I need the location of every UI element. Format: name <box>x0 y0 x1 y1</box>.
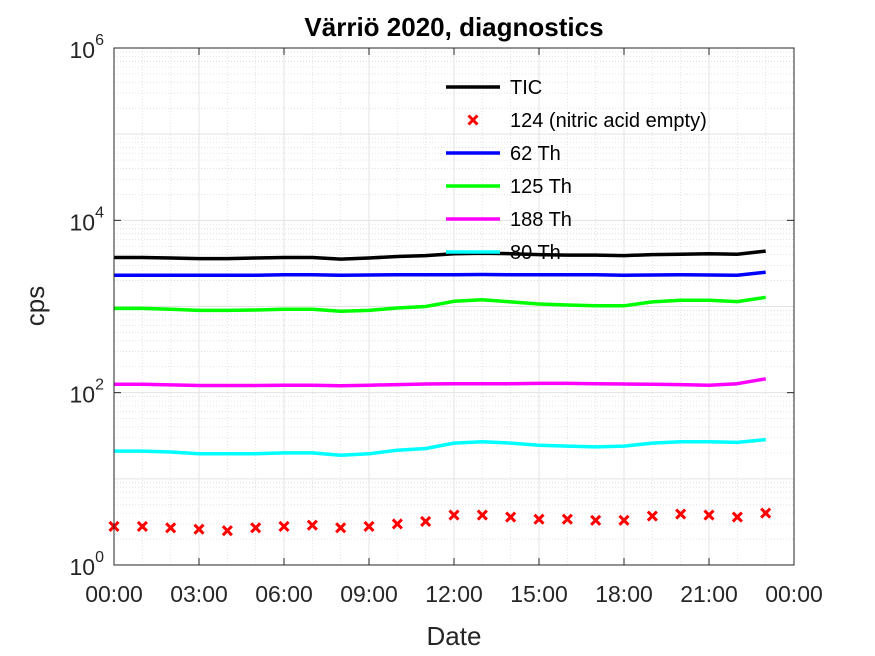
data-point-stroke <box>703 509 715 521</box>
legend-label: 124 (nitric acid empty) <box>510 110 707 132</box>
x-tick-label: 12:00 <box>425 581 483 607</box>
data-point-stroke <box>420 515 432 528</box>
data-point-stroke <box>448 509 460 521</box>
data-point <box>703 509 715 521</box>
data-point-stroke <box>646 510 658 522</box>
data-point-stroke <box>306 519 318 531</box>
series-layer <box>108 249 772 537</box>
data-point-stroke <box>335 522 347 534</box>
data-point-stroke <box>590 514 602 526</box>
x-tick-label: 03:00 <box>170 581 228 607</box>
data-point <box>278 520 290 533</box>
y-tick-label-exponent: 6 <box>95 32 104 49</box>
series-line <box>114 295 766 314</box>
x-tick-label: 18:00 <box>595 581 653 607</box>
y-tick-label-base: 10 <box>70 37 96 63</box>
data-point-stroke <box>136 520 148 533</box>
legend-label: 188 Th <box>510 209 572 231</box>
data-point <box>618 514 630 526</box>
data-point <box>136 520 148 533</box>
y-axis-label: cps <box>20 286 50 326</box>
legend-entry: 80 Th <box>446 242 561 264</box>
data-point <box>646 510 658 522</box>
legend-entry: TIC <box>446 77 542 99</box>
data-point <box>505 511 517 523</box>
legend-label: TIC <box>510 77 542 99</box>
data-point-stroke <box>561 513 573 525</box>
legend: TIC 124 (nitric acid empty) 62 Th 125 Th 188… <box>446 77 707 264</box>
y-tick-label-base: 10 <box>70 554 96 580</box>
data-point-stroke <box>391 518 403 530</box>
data-point-stroke <box>278 520 290 533</box>
data-point <box>760 507 772 519</box>
data-point <box>165 522 177 534</box>
y-tick-label-base: 10 <box>70 382 96 408</box>
y-tick-label-exponent: 4 <box>95 204 104 221</box>
legend-label: 125 Th <box>510 176 572 198</box>
data-point <box>448 509 460 521</box>
data-point <box>306 519 318 531</box>
x-tick-label: 06:00 <box>255 581 313 607</box>
y-tick-label-exponent: 2 <box>95 377 104 394</box>
data-point <box>561 513 573 525</box>
y-tick-label-base: 10 <box>70 209 96 235</box>
y-tick-label-exponent: 0 <box>95 549 104 566</box>
data-point <box>675 508 687 520</box>
legend-label: 62 Th <box>510 143 561 165</box>
legend-entry: 124 (nitric acid empty) <box>467 110 707 132</box>
data-point-stroke <box>221 525 233 537</box>
legend-entry: 125 Th <box>446 176 572 198</box>
chart-title: Värriö 2020, diagnostics <box>304 12 603 42</box>
legend-marker <box>467 114 479 126</box>
data-point <box>335 522 347 534</box>
data-point <box>590 514 602 526</box>
data-point <box>533 513 545 525</box>
data-point-stroke <box>476 509 488 521</box>
data-point-stroke <box>760 507 772 519</box>
x-axis-label: Date <box>427 621 482 651</box>
legend-label: 80 Th <box>510 242 561 264</box>
data-point-stroke <box>618 514 630 526</box>
data-point <box>193 523 205 535</box>
data-point <box>476 509 488 521</box>
series-line <box>114 377 766 388</box>
data-point <box>391 518 403 530</box>
y-tick-label: 104 <box>70 204 105 235</box>
data-point-stroke <box>363 520 375 533</box>
data-point <box>731 511 743 523</box>
data-point-stroke <box>675 508 687 520</box>
data-point-stroke <box>193 523 205 535</box>
series-line <box>114 437 766 457</box>
x-tick-label: 09:00 <box>340 581 398 607</box>
data-point-stroke <box>505 511 517 523</box>
data-point-stroke <box>731 511 743 523</box>
legend-entry: 62 Th <box>446 143 561 165</box>
axis-ticks: 00:00 03:00 06:00 09:00 12:00 15:00 18:00 21:00… <box>70 32 823 607</box>
legend-entry: 188 Th <box>446 209 572 231</box>
y-tick-label: 102 <box>70 377 105 408</box>
y-tick-label: 100 <box>70 549 105 580</box>
data-point-stroke <box>250 522 262 534</box>
series-line <box>114 270 766 278</box>
data-point-stroke <box>533 513 545 525</box>
data-point <box>250 522 262 534</box>
x-tick-label: 15:00 <box>510 581 568 607</box>
data-point-stroke <box>165 522 177 534</box>
x-tick-label: 21:00 <box>680 581 738 607</box>
x-tick-label: 00:00 <box>765 581 823 607</box>
data-point <box>221 525 233 537</box>
data-point <box>363 520 375 533</box>
series-line <box>114 249 766 261</box>
y-tick-label: 106 <box>70 32 105 63</box>
data-point <box>420 515 432 528</box>
x-tick-label: 00:00 <box>85 581 143 607</box>
